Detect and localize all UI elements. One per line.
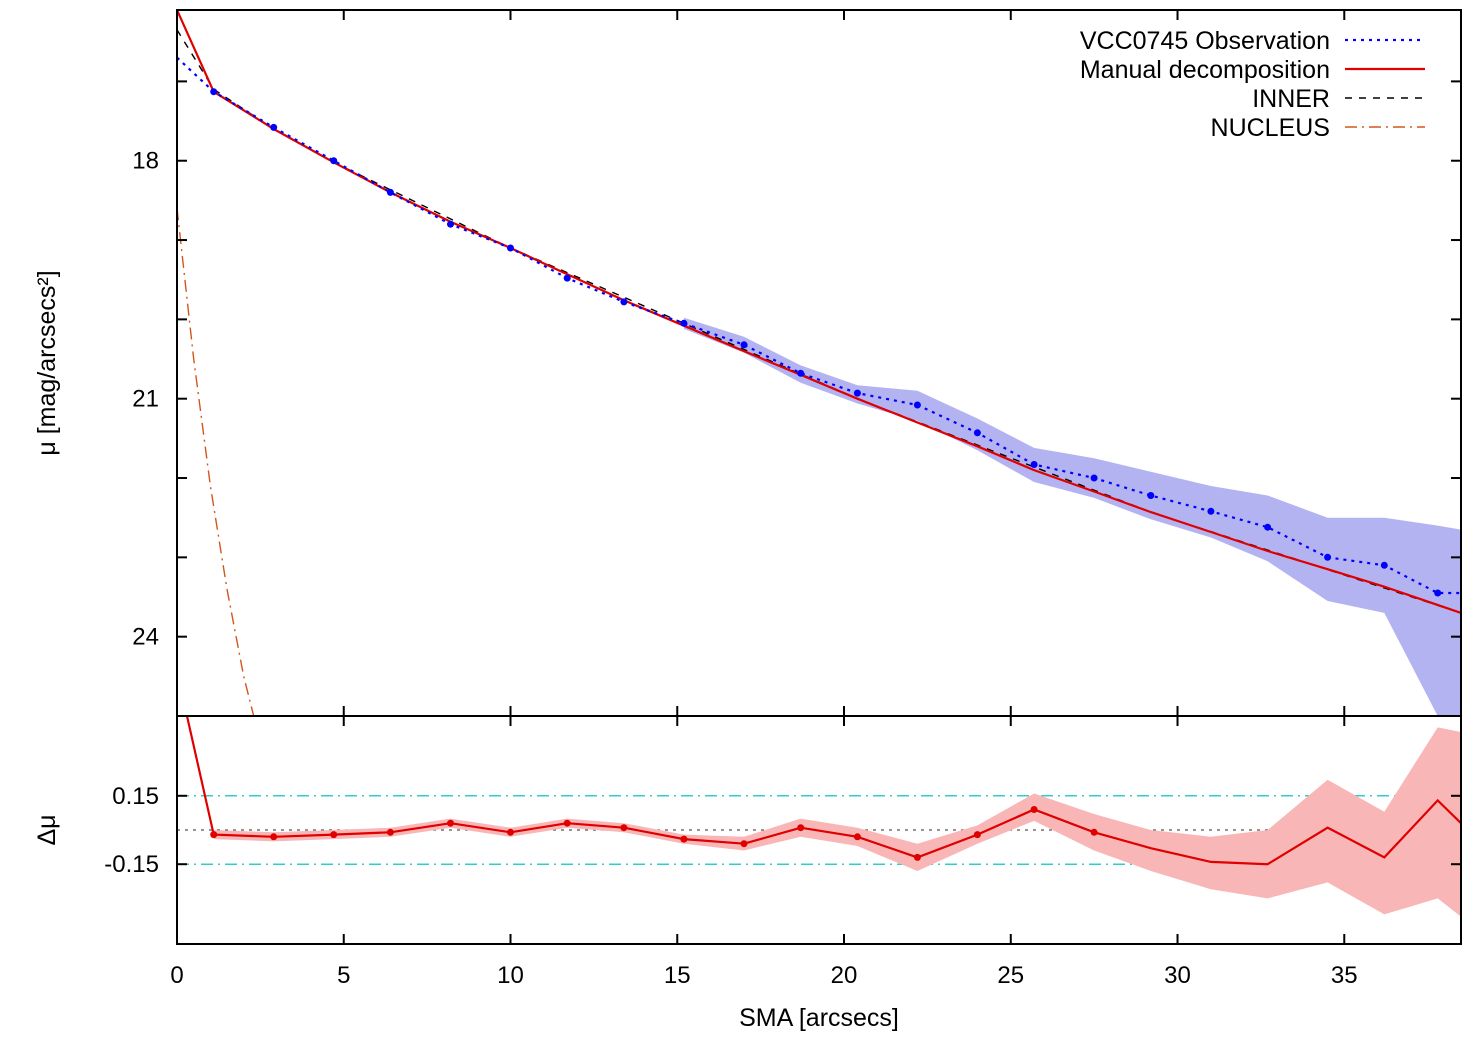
residual-y-tick-label: 0.15 — [112, 783, 159, 810]
residual-point — [1090, 828, 1098, 836]
legend-label: Manual decomposition — [1080, 56, 1330, 84]
observation-point — [1264, 523, 1272, 531]
observation-point — [1207, 507, 1215, 515]
residual-polyline — [185, 716, 1461, 866]
x-tick-label: 25 — [997, 962, 1024, 989]
observation-point — [1030, 461, 1038, 468]
observation-point — [210, 88, 218, 96]
inner-component-line — [177, 29, 1461, 614]
residual-point — [563, 819, 571, 827]
residual-point — [973, 831, 981, 839]
residual-point — [210, 831, 218, 839]
profile-y-tick-label: 21 — [132, 386, 159, 413]
residual-y-axis-label: Δμ — [33, 814, 61, 845]
residual-point — [270, 833, 278, 841]
observation-point — [853, 389, 861, 397]
observation-point — [563, 274, 571, 282]
observation-line — [177, 56, 1461, 595]
observation-point — [330, 157, 338, 165]
observation-markers — [210, 88, 1442, 597]
observation-point — [797, 369, 805, 377]
residual-point — [447, 819, 454, 827]
observation-point — [620, 298, 628, 306]
observation-point — [1324, 553, 1332, 561]
profile-y-axis-label: μ [mag/arcsecs²] — [33, 270, 61, 455]
profile-panel: 18 21 24 μ [mag/arcsecs²] VCC0745 Observat… — [33, 9, 1462, 717]
residual-markers — [210, 806, 1098, 861]
x-tick-label: 15 — [664, 962, 691, 989]
observation-point — [913, 401, 921, 409]
residual-point — [620, 824, 628, 832]
observation-point — [1090, 474, 1098, 482]
observation-point — [1434, 589, 1442, 597]
profile-y-tick-label: 24 — [132, 624, 159, 651]
observation-point — [1380, 561, 1388, 569]
residual-point — [853, 833, 861, 841]
legend-label: INNER — [1252, 85, 1330, 113]
observation-point — [740, 341, 748, 349]
x-tick-label: 20 — [831, 962, 858, 989]
observation-point — [507, 244, 514, 252]
observation-point — [680, 319, 688, 327]
observation-point — [447, 220, 454, 228]
x-tick-label: 35 — [1331, 962, 1358, 989]
x-tick-label: 10 — [497, 962, 524, 989]
residual-point — [1030, 806, 1038, 813]
residual-uncertainty-band — [213, 727, 1461, 917]
nucleus-component-line — [177, 208, 255, 716]
profile-ticks: 18 21 24 — [132, 10, 1461, 717]
x-tick-label: 30 — [1164, 962, 1191, 989]
residual-band — [213, 727, 1461, 917]
x-tick-label: 5 — [337, 962, 350, 989]
residual-point — [330, 831, 338, 839]
residual-ticks: 0 5 10 15 20 25 30 35 0.15 -0.15 — [104, 716, 1461, 989]
observation-point — [270, 123, 278, 131]
residual-point — [507, 828, 514, 836]
legend-label: NUCLEUS — [1211, 114, 1330, 142]
residual-panel: 0 5 10 15 20 25 30 35 0.15 -0.15 Δμ SMA [arcsecs] — [33, 715, 1462, 1032]
residual-y-tick-label: -0.15 — [104, 851, 159, 878]
x-tick-label: 0 — [170, 962, 183, 989]
residual-point — [797, 824, 805, 832]
profile-y-tick-label: 18 — [132, 148, 159, 175]
residual-point — [913, 853, 921, 861]
residual-point — [680, 835, 688, 843]
legend-label: VCC0745 Observation — [1080, 27, 1330, 55]
observation-uncertainty-band — [683, 317, 1461, 716]
observation-band — [683, 317, 1461, 716]
residual-line — [185, 716, 1461, 866]
x-axis-label: SMA [arcsecs] — [739, 1004, 899, 1032]
observation-point — [973, 429, 981, 437]
observation-point — [386, 188, 394, 196]
residual-plot-frame — [176, 715, 1462, 945]
observation-point — [1147, 492, 1155, 499]
residual-point — [740, 840, 748, 848]
residual-point — [386, 828, 394, 836]
